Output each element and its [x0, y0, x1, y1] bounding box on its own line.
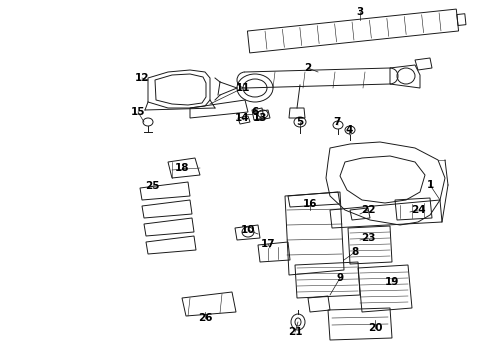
Text: 13: 13 [253, 113, 267, 123]
Text: 19: 19 [385, 277, 399, 287]
Text: 10: 10 [241, 225, 255, 235]
Text: 26: 26 [198, 313, 212, 323]
Text: 2: 2 [304, 63, 312, 73]
Text: 3: 3 [356, 7, 364, 17]
Text: 22: 22 [361, 205, 375, 215]
Text: 6: 6 [251, 107, 259, 117]
Text: 21: 21 [288, 327, 302, 337]
Text: 15: 15 [131, 107, 145, 117]
Text: 7: 7 [333, 117, 341, 127]
Text: 5: 5 [296, 117, 304, 127]
Text: 4: 4 [345, 125, 353, 135]
Text: 1: 1 [426, 180, 434, 190]
Text: 11: 11 [236, 83, 250, 93]
Text: 20: 20 [368, 323, 382, 333]
Text: 24: 24 [411, 205, 425, 215]
Text: 8: 8 [351, 247, 359, 257]
Text: 12: 12 [135, 73, 149, 83]
Text: 16: 16 [303, 199, 317, 209]
Text: 9: 9 [337, 273, 343, 283]
Text: 18: 18 [175, 163, 189, 173]
Text: 17: 17 [261, 239, 275, 249]
Text: 14: 14 [235, 113, 249, 123]
Text: 23: 23 [361, 233, 375, 243]
Text: 25: 25 [145, 181, 159, 191]
